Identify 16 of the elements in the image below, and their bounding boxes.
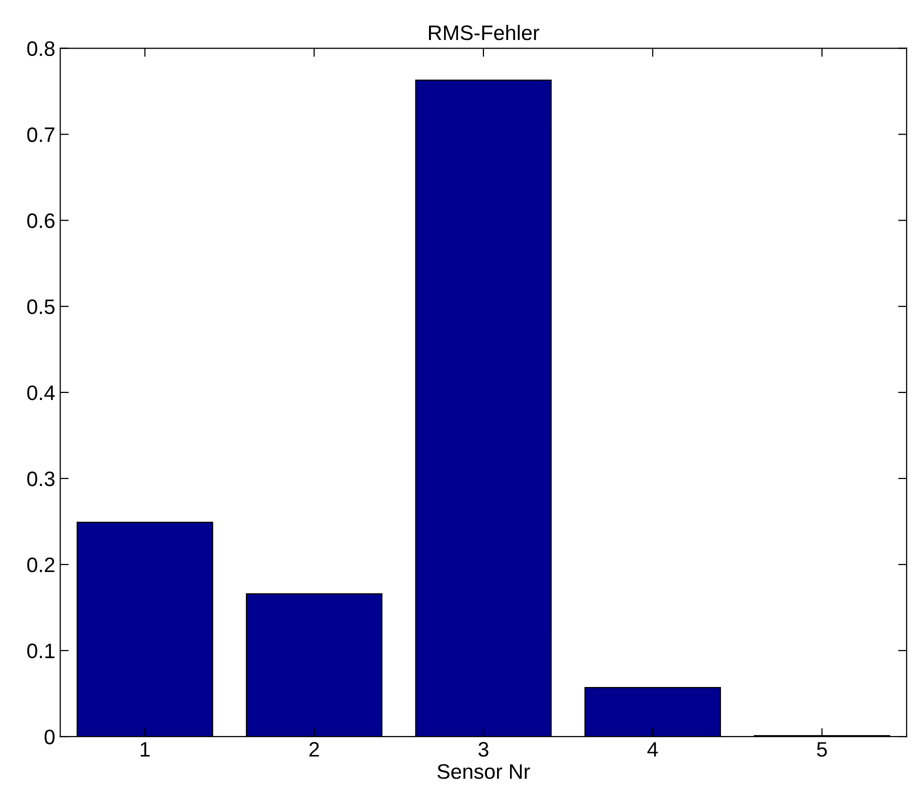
y-tick-label: 0.2 bbox=[27, 558, 54, 572]
x-tick-label: 5 bbox=[817, 742, 827, 757]
y-tick-label: 0.3 bbox=[27, 471, 54, 486]
chart-title: RMS-Fehler bbox=[429, 24, 540, 40]
y-tick-label: 0.8 bbox=[27, 41, 54, 56]
x-tick-label: 2 bbox=[309, 742, 319, 757]
y-tick-label: 0.1 bbox=[27, 644, 54, 658]
x-tick-label: 3 bbox=[478, 742, 488, 757]
x-axis-title: Sensor Nr bbox=[437, 764, 530, 779]
x-tick-label: 4 bbox=[647, 742, 658, 757]
y-tick-label: 0.5 bbox=[27, 299, 55, 314]
y-tick-label: 0.4 bbox=[27, 385, 55, 400]
y-tick-label: 0 bbox=[44, 730, 55, 744]
y-tick-label: 0.7 bbox=[27, 127, 54, 142]
x-tick-label: 1 bbox=[140, 742, 150, 757]
y-tick-label: 0.6 bbox=[27, 213, 54, 228]
